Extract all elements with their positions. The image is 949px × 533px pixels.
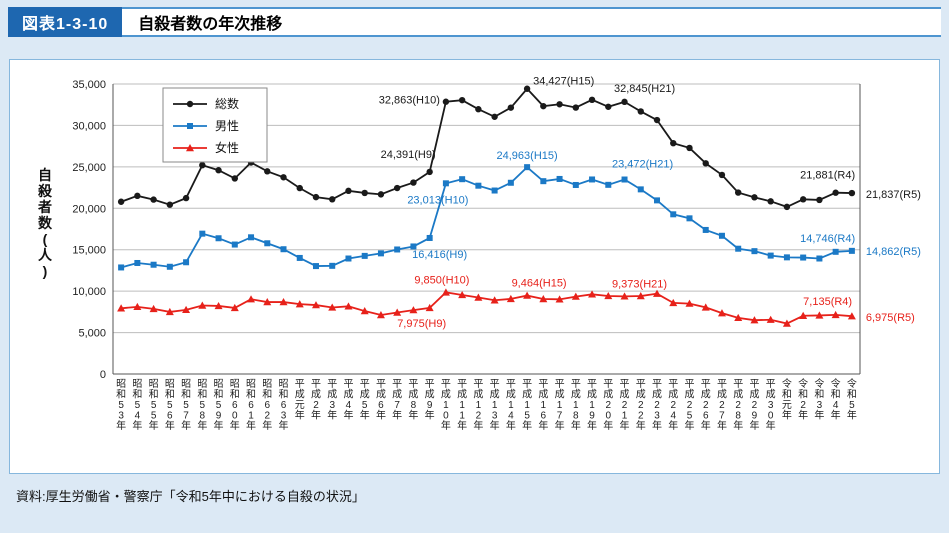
figure-title: 自殺者数の年次推移 [138,16,283,33]
figure-titlebar: 自殺者数の年次推移 [122,7,941,37]
figure-number-badge: 図表1-3-10 [8,7,123,37]
svg-text:自殺者数(人): 自殺者数(人) [37,167,53,279]
svg-text:総数: 総数 [215,96,239,111]
svg-text:14,746(R4): 14,746(R4) [800,233,855,245]
svg-text:10,000: 10,000 [72,286,106,298]
figure-header: 図表1-3-10 自殺者数の年次推移 [8,7,941,37]
svg-text:24,963(H15): 24,963(H15) [497,150,558,162]
suicide-trend-chart: 0 5,000 10,000 15,000 20,000 25,000 30,000 35,0… [37,76,921,432]
svg-text:9,850(H10): 9,850(H10) [414,274,469,286]
svg-text:20,000: 20,000 [72,203,106,215]
svg-text:35,000: 35,000 [72,79,106,91]
svg-text:15,000: 15,000 [72,245,106,257]
svg-text:25,000: 25,000 [72,162,106,174]
svg-text:24,391(H9): 24,391(H9) [381,149,436,161]
chart-panel: 0 5,000 10,000 15,000 20,000 25,000 30,000 35,0… [9,59,940,474]
svg-text:23,472(H21): 23,472(H21) [612,159,673,171]
svg-text:平成元年: 平成元年 [295,379,305,422]
svg-text:男性: 男性 [215,119,239,133]
svg-text:30,000: 30,000 [72,120,106,132]
svg-text:21,881(R4): 21,881(R4) [800,170,855,182]
svg-text:23,013(H10): 23,013(H10) [407,194,468,206]
svg-text:0: 0 [100,369,106,381]
svg-text:32,863(H10): 32,863(H10) [379,95,440,107]
svg-text:34,427(H15): 34,427(H15) [533,76,594,88]
svg-text:7,975(H9): 7,975(H9) [397,318,446,330]
svg-text:16,416(H9): 16,416(H9) [412,249,467,261]
svg-text:5,000: 5,000 [78,328,106,340]
svg-text:6,975(R5): 6,975(R5) [866,312,915,324]
svg-text:令和元年: 令和元年 [782,377,792,422]
svg-text:令和5年: 令和 5 年 [847,377,857,422]
svg-text:女性: 女性 [215,140,239,155]
source-note: 資料:厚生労働省・警察庁「令和5年中における自殺の状況」 [16,489,365,504]
svg-text:14,862(R5): 14,862(R5) [866,246,921,258]
svg-text:9,373(H21): 9,373(H21) [612,278,667,290]
svg-text:7,135(R4): 7,135(R4) [803,296,852,308]
svg-text:21,837(R5): 21,837(R5) [866,189,921,201]
svg-text:32,845(H21): 32,845(H21) [614,83,675,95]
svg-text:9,464(H15): 9,464(H15) [512,278,567,290]
